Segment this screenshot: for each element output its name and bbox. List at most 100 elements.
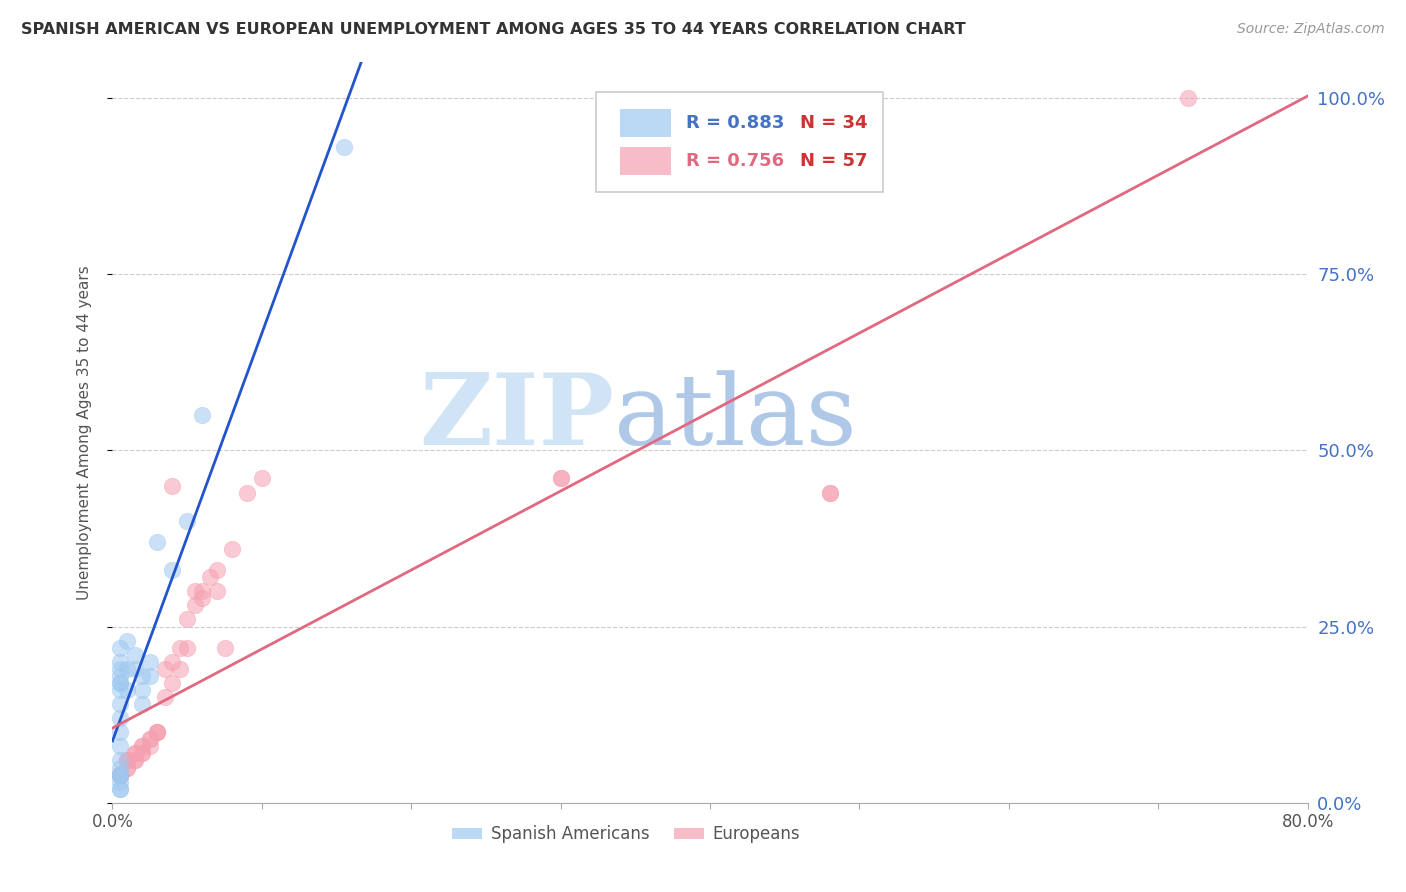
Point	[117, 633, 139, 648]
Point	[124, 662, 146, 676]
Text: N = 57: N = 57	[800, 152, 868, 169]
Point	[108, 781, 131, 796]
Point	[818, 485, 841, 500]
Point	[176, 640, 198, 655]
FancyBboxPatch shape	[620, 109, 671, 137]
Point	[108, 767, 131, 781]
Point	[108, 767, 131, 781]
Point	[183, 584, 205, 599]
Point	[139, 732, 162, 747]
Point	[162, 655, 183, 669]
Point	[333, 140, 356, 154]
Point	[108, 767, 131, 781]
Point	[205, 563, 228, 577]
Text: atlas: atlas	[614, 370, 858, 466]
Point	[108, 676, 131, 690]
Point	[205, 584, 228, 599]
Point	[550, 471, 572, 485]
Point	[108, 781, 131, 796]
Point	[108, 767, 131, 781]
Point	[108, 725, 131, 739]
Point	[117, 754, 139, 768]
Point	[124, 754, 146, 768]
Legend: Spanish Americans, Europeans: Spanish Americans, Europeans	[446, 819, 807, 850]
Point	[139, 739, 162, 754]
Point	[191, 591, 214, 606]
Point	[131, 739, 153, 754]
Point	[221, 541, 243, 556]
Point	[214, 640, 236, 655]
Point	[108, 640, 131, 655]
Point	[191, 584, 214, 599]
Point	[108, 767, 131, 781]
Point	[146, 535, 169, 549]
Point	[108, 767, 131, 781]
Point	[108, 767, 131, 781]
Point	[108, 760, 131, 774]
Point	[176, 612, 198, 626]
Point	[131, 747, 153, 761]
Point	[139, 732, 162, 747]
Y-axis label: Unemployment Among Ages 35 to 44 years: Unemployment Among Ages 35 to 44 years	[77, 265, 91, 600]
Point	[124, 747, 146, 761]
Point	[153, 690, 176, 704]
Point	[108, 767, 131, 781]
Point	[169, 662, 191, 676]
Point	[162, 563, 183, 577]
Point	[139, 655, 162, 669]
Point	[146, 725, 169, 739]
Point	[1177, 91, 1199, 105]
Point	[108, 739, 131, 754]
Point	[183, 599, 205, 613]
Point	[131, 669, 153, 683]
Point	[198, 570, 221, 584]
Point	[818, 485, 841, 500]
Point	[236, 485, 259, 500]
Point	[108, 711, 131, 725]
Point	[108, 655, 131, 669]
FancyBboxPatch shape	[596, 92, 883, 192]
Point	[146, 725, 169, 739]
Point	[117, 662, 139, 676]
Point	[146, 725, 169, 739]
Text: ZIP: ZIP	[419, 369, 614, 467]
Point	[108, 767, 131, 781]
Point	[108, 767, 131, 781]
Point	[124, 754, 146, 768]
Point	[117, 754, 139, 768]
Point	[108, 767, 131, 781]
Point	[250, 471, 273, 485]
Point	[117, 754, 139, 768]
Point	[191, 408, 214, 422]
Point	[117, 760, 139, 774]
Point	[108, 767, 131, 781]
Point	[117, 683, 139, 698]
Text: SPANISH AMERICAN VS EUROPEAN UNEMPLOYMENT AMONG AGES 35 TO 44 YEARS CORRELATION : SPANISH AMERICAN VS EUROPEAN UNEMPLOYMEN…	[21, 22, 966, 37]
Point	[108, 683, 131, 698]
Point	[124, 747, 146, 761]
Point	[131, 683, 153, 698]
Point	[131, 739, 153, 754]
Point	[162, 478, 183, 492]
Point	[108, 697, 131, 711]
Point	[108, 767, 131, 781]
Point	[176, 514, 198, 528]
Point	[169, 640, 191, 655]
Point	[117, 760, 139, 774]
Text: N = 34: N = 34	[800, 114, 868, 132]
FancyBboxPatch shape	[620, 146, 671, 175]
Point	[131, 697, 153, 711]
Text: Source: ZipAtlas.com: Source: ZipAtlas.com	[1237, 22, 1385, 37]
Point	[162, 676, 183, 690]
Point	[108, 676, 131, 690]
Text: R = 0.883: R = 0.883	[686, 114, 785, 132]
Point	[131, 747, 153, 761]
Point	[108, 774, 131, 789]
Point	[550, 471, 572, 485]
Text: R = 0.756: R = 0.756	[686, 152, 785, 169]
Point	[139, 669, 162, 683]
Point	[108, 767, 131, 781]
Point	[108, 662, 131, 676]
Point	[108, 669, 131, 683]
Point	[108, 754, 131, 768]
